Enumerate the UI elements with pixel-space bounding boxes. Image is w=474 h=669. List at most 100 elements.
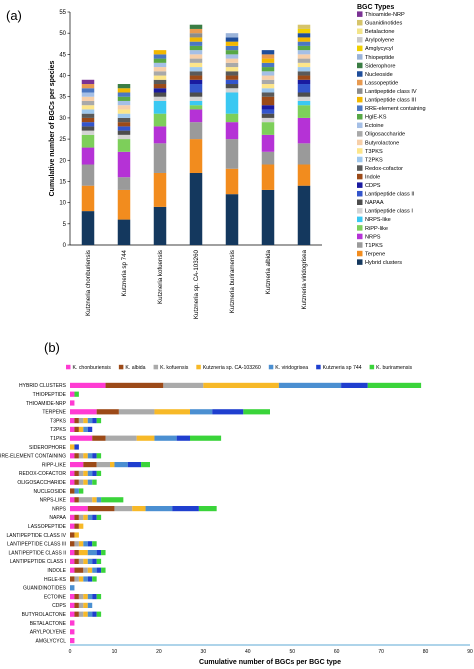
bar-kutzneria-chonburiensis-t2pks xyxy=(81,109,95,114)
y-tick-label: 0 xyxy=(63,243,67,249)
bar-kutzneria-chonburiensis-butyrolactone xyxy=(81,96,95,101)
bar-kutzneria-viridogrisea-guanidinotides xyxy=(297,24,311,29)
bar-t1pks-kutzneria-sp-744 xyxy=(176,435,190,441)
y-tick-label: 55 xyxy=(59,10,66,16)
legend-entry-thiopeptide: Thiopeptide xyxy=(365,55,394,61)
bar-kutzneria-sp-ca-103260-butyrolactone xyxy=(189,54,203,59)
bar-butyrolactone-kutzneria-sp-744 xyxy=(92,611,97,617)
y-tick-label: 5 xyxy=(63,222,67,228)
bar-kutzneria-sp-744-terpene xyxy=(117,189,131,220)
bar-ripp-like-k-albida xyxy=(83,462,97,468)
y-tick-label: OLIGOSACCHARIDE xyxy=(17,480,66,486)
bar-t1pks-k-kofuensis xyxy=(105,435,137,441)
bar-redox-cofactor-k-albida xyxy=(74,470,79,476)
bar-kutzneria-sp-ca-103260-siderophore xyxy=(189,24,203,29)
legend-entry-k-buriramensis: K. buriramensis xyxy=(376,365,412,371)
bar-kutzneria-sp-ca-103260-terpene xyxy=(189,139,203,173)
bar-kutzneria-viridogrisea-napaa xyxy=(297,92,311,97)
legend-entry-lantipeptide-class-iv: Lantipeptide class IV xyxy=(365,89,417,95)
bar-kutzneria-sp-744-lantipeptide-class-i xyxy=(117,134,131,140)
bar-kutzneria-sp-744-ripp-like xyxy=(117,139,131,152)
bar-cdps-k-viridogrisea xyxy=(87,602,93,608)
bar-nucleoside-k-viridogrisea xyxy=(74,488,79,494)
legend-swatch-arylpolyene xyxy=(357,37,363,43)
y-tick-label: TERPENE xyxy=(42,410,66,416)
legend-swatch-rre-element-containing xyxy=(357,105,363,111)
y-tick-label: T2PKS xyxy=(50,427,67,433)
y-tick-label: LANTIPEPTIDE CLASS I xyxy=(10,559,66,565)
bar-kutzneria-kofuensis-t1pks xyxy=(153,143,167,173)
bar-redox-cofactor-kutzneria-sp-ca-103260 xyxy=(83,470,88,476)
x-tick-label: 30 xyxy=(201,649,207,655)
bar-kutzneria-kofuensis-cdps xyxy=(153,88,167,93)
bar-kutzneria-kofuensis-hybrid-clusters xyxy=(153,206,167,245)
legend-entry-nrps-like: NRPS-like xyxy=(365,217,391,223)
x-axis-title: Cumulative number of BGCs per BGC type xyxy=(199,659,341,666)
bar-hgle-ks-k-buriramensis xyxy=(92,576,97,582)
bar-kutzneria-chonburiensis-lassopeptide xyxy=(81,84,95,89)
legend-swatch-oligosaccharide xyxy=(357,131,363,137)
bar-kutzneria-albida-oligosaccharide xyxy=(261,79,275,85)
bar-terpene-kutzneria-sp-ca-103260 xyxy=(154,409,190,415)
y-tick-label: BUTYROLACTONE xyxy=(22,612,67,618)
bar-kutzneria-sp-ca-103260-hgle-ks xyxy=(189,45,203,51)
bar-butyrolactone-k-buriramensis xyxy=(96,611,102,617)
x-tick-label: 70 xyxy=(378,649,384,655)
bar-lantipeptide-class-iii-k-albida xyxy=(70,541,75,547)
bar-nrps-like-k-chonburiensis xyxy=(70,497,75,503)
bar-kutzneria-sp-ca-103260-ectoine xyxy=(189,50,203,55)
bar-nrps-k-chonburiensis xyxy=(70,506,88,512)
x-tick-label: Kutzneria kofuensis xyxy=(157,250,164,304)
legend-entry-lantipeptide-class-iii: Lantipeptide class III xyxy=(365,98,416,104)
bar-lantipeptide-class-i-kutzneria-sp-ca-103260 xyxy=(83,558,88,564)
bar-redox-cofactor-k-chonburiensis xyxy=(70,470,75,476)
bar-lantipeptide-class-iii-k-buriramensis xyxy=(92,541,97,547)
bar-kutzneria-buriramensis-nucleoside xyxy=(225,37,239,42)
bar-hgle-ks-k-viridogrisea xyxy=(83,576,88,582)
legend-swatch-lassopeptide xyxy=(357,79,363,86)
bar-redox-cofactor-k-buriramensis xyxy=(96,470,102,476)
bar-kutzneria-viridogrisea-amglycycyl xyxy=(297,28,311,34)
legend-swatch-siderophore xyxy=(357,62,363,69)
legend-entry-lantipeptide-class-ii: Lantipeptide class II xyxy=(365,192,415,198)
legend-entry-redox-cofactor: Redox-cofactor xyxy=(365,166,403,172)
bar-kutzneria-viridogrisea-lantipeptide-class-iii xyxy=(297,37,311,42)
legend-entry-napaa: NAPAA xyxy=(365,200,384,206)
bar-t3pks-k-kofuensis xyxy=(78,418,84,424)
y-tick-label: ECTOINE xyxy=(44,594,67,600)
bar-kutzneria-buriramensis-rre-element-containing xyxy=(225,45,239,51)
legend-swatch-nucleoside xyxy=(357,71,363,77)
bar-nrps-k-viridogrisea xyxy=(145,506,173,512)
bar-ectoine-k-chonburiensis xyxy=(70,594,75,600)
legend-entry-guanidinotides: Guanidinotides xyxy=(365,21,403,27)
bar-kutzneria-sp-744-redox-cofactor xyxy=(117,117,131,123)
bar-kutzneria-kofuensis-ripp-like xyxy=(153,113,167,127)
chart-b: 0 10 20 30 40 50 60 70 80 90 Cumulative number of … xyxy=(0,382,473,666)
legend-swatch-lantipeptide-class-ii xyxy=(357,190,363,197)
y-tick-label: NRPS xyxy=(52,506,67,512)
bar-kutzneria-albida-lassopeptide xyxy=(261,54,275,59)
bar-oligosaccharide-kutzneria-sp-ca-103260 xyxy=(83,479,88,485)
bar-kutzneria-albida-redox-cofactor xyxy=(261,92,275,97)
bar-t3pks-k-viridogrisea xyxy=(87,418,93,424)
x-tick-label: Kutzneria chonburiensis xyxy=(85,250,92,316)
legend-entry-betalactone: Betalactone xyxy=(365,29,395,35)
bar-indole-k-buriramensis xyxy=(101,567,106,573)
y-tick-label: BETALACTONE xyxy=(30,621,67,627)
bar-t3pks-k-albida xyxy=(74,418,79,424)
bar-kutzneria-kofuensis-ectoine xyxy=(153,62,167,68)
y-tick-label: NAPAA xyxy=(49,515,66,521)
bar-ripp-like-k-buriramensis xyxy=(141,462,150,468)
bar-terpene-kutzneria-sp-744 xyxy=(212,409,244,415)
x-tick-label: Kutzneria sp. CA-103260 xyxy=(193,249,200,319)
bar-butyrolactone-k-albida xyxy=(74,611,79,617)
bar-t1pks-k-chonburiensis xyxy=(70,435,93,441)
bar-kutzneria-buriramensis-nrps xyxy=(225,122,239,140)
legend-entry-siderophore: Siderophore xyxy=(365,63,395,69)
legend-entry-arylpolyene: Arylpolyene xyxy=(365,38,394,44)
bar-rre-element-containing-k-buriramensis xyxy=(96,453,102,459)
legend-swatch-nrps-like xyxy=(357,216,363,223)
bar-terpene-k-buriramensis xyxy=(243,409,270,415)
bar-hybrid-clusters-k-chonburiensis xyxy=(70,382,106,388)
bar-lantipeptide-class-iv-kutzneria-sp-ca-103260 xyxy=(74,532,79,538)
